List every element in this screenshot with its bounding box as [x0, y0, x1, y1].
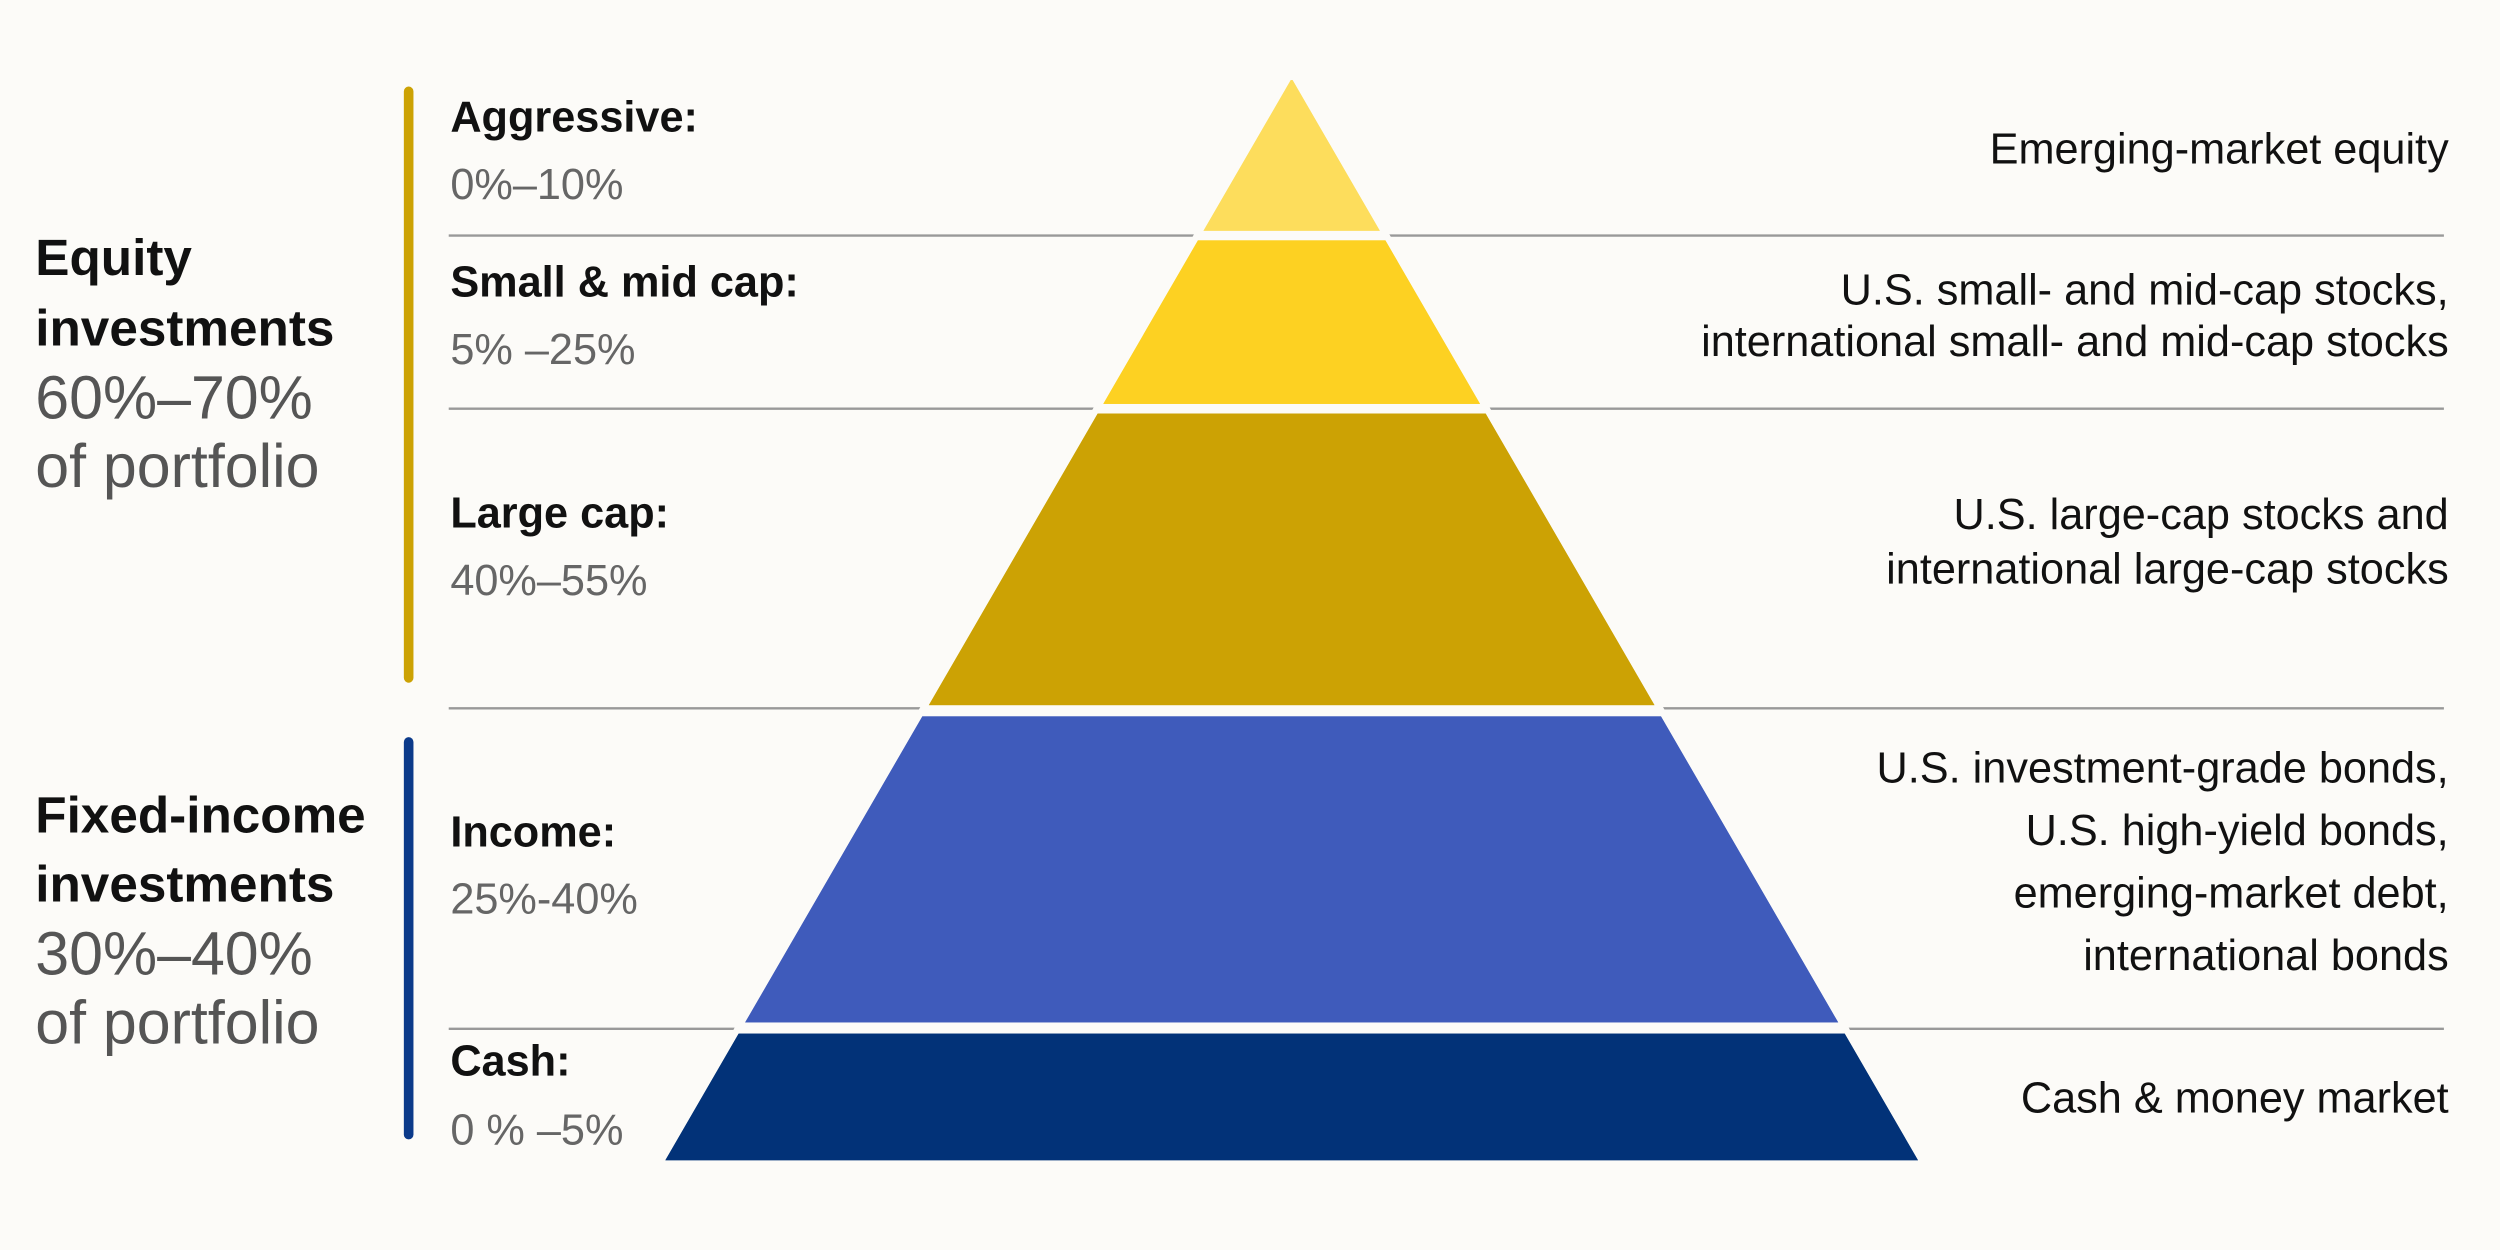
pyramid-tier-fill — [745, 716, 1839, 1023]
group-share: 60%–70% — [35, 363, 313, 431]
tier-name: Income: — [450, 808, 616, 856]
tier-description: Emerging-market equity — [1990, 126, 2449, 174]
tier-description: U.S. high-yield bonds, — [2026, 807, 2449, 855]
group-title: Fixed-income — [35, 786, 365, 843]
tier-description: emerging-market debt, — [2014, 869, 2449, 917]
tier-name: Aggressive: — [450, 94, 698, 142]
tier-range: 40%–55% — [450, 557, 647, 605]
tier-description: international bonds — [2083, 932, 2449, 980]
pyramid-tier-fill — [1103, 240, 1481, 404]
tier-range: 0%–10% — [450, 161, 623, 209]
tier-description: U.S. small- and mid-cap stocks, — [1841, 267, 2449, 315]
tier-range: 0 % –5% — [450, 1106, 623, 1154]
group-share: of portfolio — [35, 988, 319, 1056]
pyramid-tier-fill — [928, 413, 1655, 706]
group-share: of portfolio — [35, 432, 319, 500]
pyramid-tier-fill — [1203, 80, 1380, 231]
group-title: investments — [35, 299, 334, 356]
tier-description: U.S. large-cap stocks and — [1954, 491, 2449, 539]
tier-description: U.S. investment-grade bonds, — [1877, 744, 2449, 792]
tier-name: Small & mid cap: — [450, 259, 799, 307]
pyramid-tier-fill — [665, 1033, 1918, 1161]
tier-range: 5% –25% — [450, 326, 635, 374]
tier-range: 25%-40% — [450, 876, 638, 924]
tier-description: international small- and mid-cap stocks — [1701, 318, 2449, 366]
tier-name: Cash: — [450, 1038, 570, 1086]
tier-description: international large-cap stocks — [1886, 546, 2449, 594]
group-share: 30%–40% — [35, 919, 313, 987]
tier-name: Large cap: — [450, 489, 669, 537]
group-title: Equity — [35, 229, 192, 286]
group-title: investments — [35, 855, 334, 912]
tier-description: Cash & money market — [2021, 1074, 2449, 1122]
